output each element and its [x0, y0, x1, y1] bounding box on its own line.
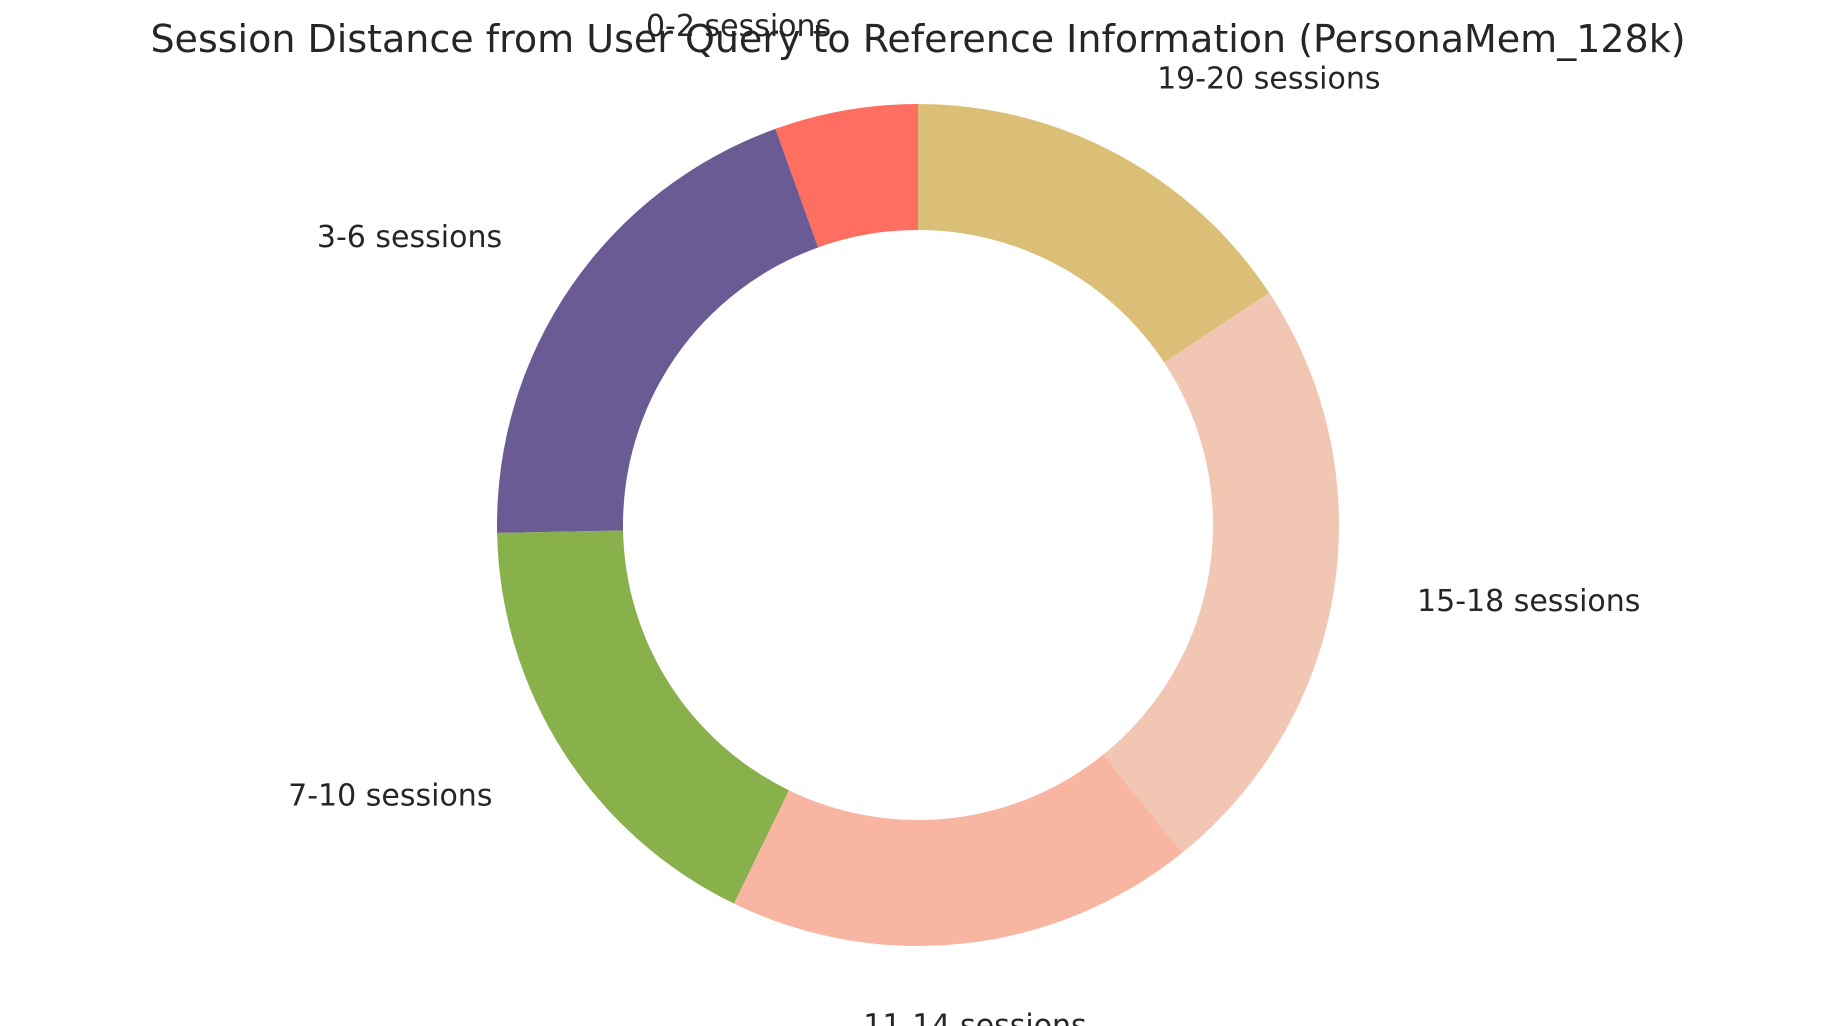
- slice-15-18-sessions: [1103, 292, 1339, 853]
- slice-11-14-sessions: [733, 754, 1183, 946]
- slice-labels: 0-2 sessions 3-6 sessions 7-10 sessions 11-…: [288, 9, 1640, 1026]
- slice-7-10-sessions: [497, 530, 790, 904]
- slice-label: 11-14 sessions: [863, 1008, 1086, 1026]
- slice-0-2-sessions: [775, 104, 918, 248]
- donut-slices: [497, 104, 1339, 946]
- slice-label: 15-18 sessions: [1417, 584, 1640, 619]
- slice-3-6-sessions: [497, 128, 819, 533]
- slice-label: 7-10 sessions: [288, 778, 492, 813]
- slice-label: 3-6 sessions: [317, 220, 502, 255]
- slice-19-20-sessions: [918, 104, 1270, 363]
- chart-title: Session Distance from User Query to Refe…: [150, 17, 1685, 61]
- slice-label: 19-20 sessions: [1157, 62, 1380, 97]
- slice-label: 0-2 sessions: [646, 9, 831, 44]
